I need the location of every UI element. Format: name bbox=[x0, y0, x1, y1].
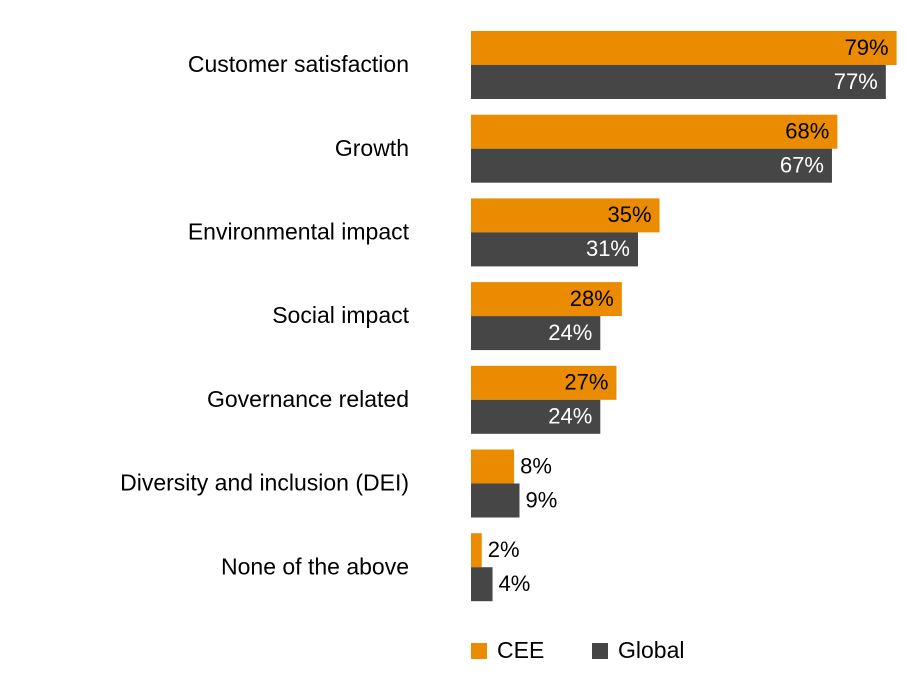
bar-cee-social-impact bbox=[471, 282, 622, 317]
value-label-cee-social-impact: 28% bbox=[570, 286, 614, 311]
bar-global-none-of-the-above bbox=[471, 567, 493, 602]
bar-global-social-impact bbox=[471, 316, 601, 351]
bar-cee-customer-satisfaction bbox=[471, 31, 897, 65]
bar-global-diversity-and-inclusion-dei bbox=[471, 483, 520, 518]
value-label-global-diversity-and-inclusion-dei: 9% bbox=[525, 487, 557, 512]
legend: CEE Global bbox=[471, 637, 684, 663]
value-label-cee-customer-satisfaction: 79% bbox=[845, 35, 889, 60]
legend-swatch-global bbox=[592, 643, 608, 659]
legend-swatch-cee bbox=[471, 643, 487, 659]
bar-global-governance-related bbox=[471, 399, 601, 434]
bar-global-customer-satisfaction bbox=[471, 65, 886, 99]
bar-global-growth bbox=[471, 148, 832, 183]
value-label-global-social-impact: 24% bbox=[548, 320, 592, 345]
category-label-diversity-and-inclusion-dei: Diversity and inclusion (DEI) bbox=[120, 470, 409, 496]
category-label-none-of-the-above: None of the above bbox=[221, 553, 409, 579]
bar-cee-growth bbox=[471, 114, 838, 149]
bars bbox=[471, 31, 897, 602]
value-label-global-none-of-the-above: 4% bbox=[499, 571, 531, 596]
category-label-customer-satisfaction: Customer satisfaction bbox=[188, 51, 409, 77]
bar-cee-governance-related bbox=[471, 365, 617, 400]
value-label-global-customer-satisfaction: 77% bbox=[834, 69, 878, 94]
value-label-global-growth: 67% bbox=[780, 153, 824, 178]
bar-cee-environmental-impact bbox=[471, 198, 660, 233]
value-label-cee-none-of-the-above: 2% bbox=[488, 537, 520, 562]
category-label-growth: Growth bbox=[335, 135, 409, 161]
value-label-cee-diversity-and-inclusion-dei: 8% bbox=[520, 453, 552, 478]
legend-label-global: Global bbox=[618, 637, 684, 663]
category-labels: Customer satisfaction Growth Environmental… bbox=[120, 51, 409, 579]
value-label-cee-growth: 68% bbox=[785, 119, 829, 144]
bar-cee-diversity-and-inclusion-dei bbox=[471, 449, 515, 484]
legend-label-cee: CEE bbox=[497, 637, 544, 663]
value-label-cee-environmental-impact: 35% bbox=[608, 202, 652, 227]
value-labels: 79% 77%68% 67% 35% 31% 28% 24% 27% 24% 8% 9%2% 4% bbox=[488, 35, 889, 596]
category-label-governance-related: Governance related bbox=[207, 386, 409, 412]
value-label-global-environmental-impact: 31% bbox=[586, 236, 630, 261]
bar-global-environmental-impact bbox=[471, 232, 639, 267]
category-label-social-impact: Social impact bbox=[272, 302, 409, 328]
bar-cee-none-of-the-above bbox=[471, 533, 482, 568]
category-label-environmental-impact: Environmental impact bbox=[188, 218, 410, 244]
value-label-cee-governance-related: 27% bbox=[564, 370, 608, 395]
value-label-global-governance-related: 24% bbox=[548, 404, 592, 429]
